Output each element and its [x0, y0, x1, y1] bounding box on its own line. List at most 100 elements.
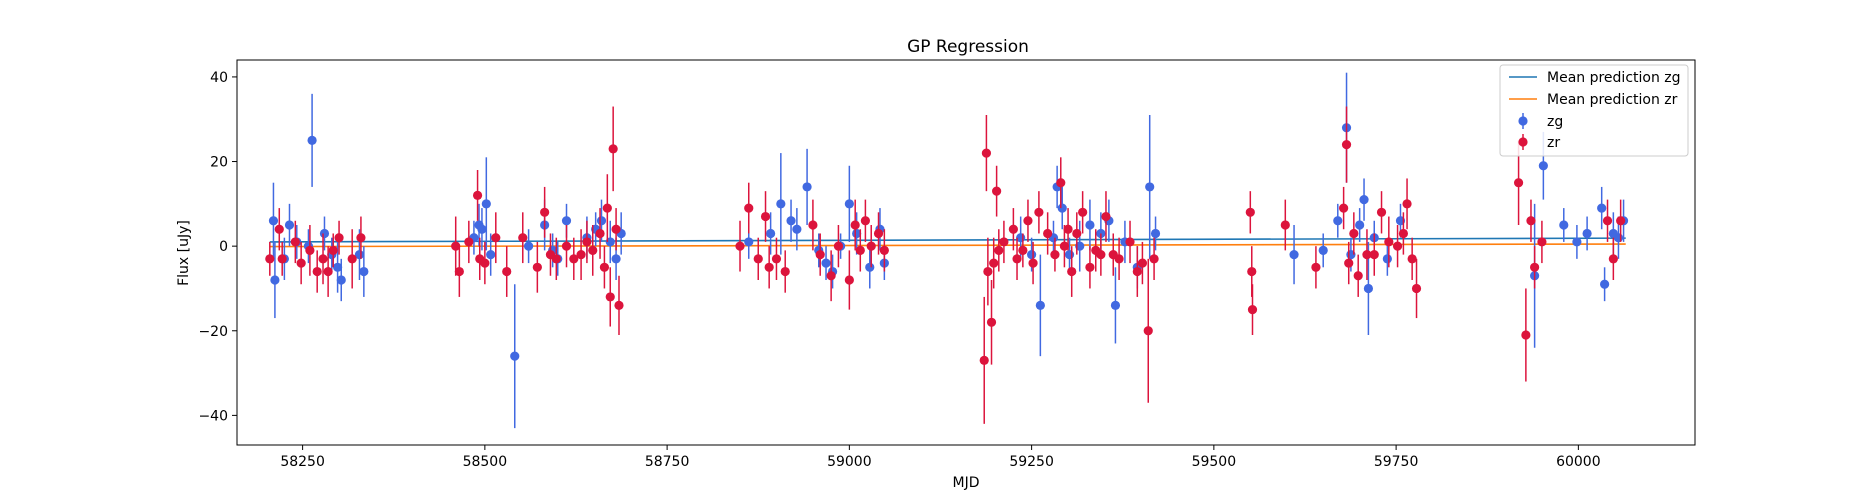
zr-point [981, 148, 992, 158]
zr-point [1008, 224, 1018, 234]
zg-point [1150, 228, 1161, 239]
zr-point [551, 254, 561, 264]
zr-point [808, 220, 818, 230]
zr-point [1072, 228, 1082, 239]
zg-point [1333, 216, 1343, 226]
zg-point [776, 199, 786, 209]
zg-point [1582, 228, 1592, 239]
zr-point [356, 233, 366, 243]
zr-point [614, 300, 624, 310]
zg-point [307, 135, 317, 145]
legend-box [1499, 64, 1689, 157]
zg-point [1382, 254, 1392, 264]
legend-label-line-zr: Mean prediction zr [1547, 92, 1678, 108]
zr-point [464, 237, 474, 247]
chart-title: GP Regression [907, 37, 1029, 57]
zg-point [1359, 195, 1369, 205]
zr-point [1349, 228, 1359, 239]
zg-point [359, 266, 369, 277]
zr-point [1247, 266, 1257, 277]
zr-point [305, 245, 315, 255]
legend-marker-zr [1518, 137, 1528, 147]
zr-point [1028, 258, 1038, 268]
legend-marker-zg [1518, 116, 1528, 126]
zr-point [454, 266, 464, 277]
zg-point [319, 228, 330, 239]
legend-label-zg: zg [1547, 114, 1563, 130]
zg-point [268, 216, 279, 226]
zr-point [1369, 250, 1379, 260]
zg-point [481, 199, 491, 209]
zg-point [852, 228, 862, 239]
zr-point [265, 254, 275, 264]
zr-point [994, 245, 1004, 255]
zr-point [1537, 237, 1547, 247]
zr-point [986, 317, 997, 327]
zr-point [1059, 241, 1070, 251]
zr-point [1056, 178, 1066, 188]
zr-point [334, 233, 344, 243]
zr-point [532, 262, 542, 272]
zr-point [780, 266, 790, 277]
legend-label-line-zg: Mean prediction zg [1547, 70, 1681, 86]
zg-point [1085, 220, 1095, 230]
zr-point [1101, 211, 1111, 222]
zr-point [844, 275, 854, 285]
zr-point [1384, 237, 1394, 247]
zr-point [760, 211, 771, 222]
zg-point [561, 216, 572, 226]
zr-point [873, 228, 884, 239]
x-tick-label: 58500 [463, 454, 508, 470]
zg-point [865, 262, 875, 272]
zr-point [992, 186, 1002, 196]
zr-point [602, 203, 612, 213]
zr-point [1353, 271, 1363, 281]
zr-point [1602, 216, 1613, 226]
zr-point [1012, 254, 1022, 264]
zg-point [596, 216, 607, 226]
zr-point [753, 254, 763, 264]
legend: Mean prediction zg Mean prediction zr zg… [1499, 64, 1689, 157]
zr-point [1247, 305, 1258, 315]
zr-point [764, 262, 774, 272]
zr-point [999, 237, 1009, 247]
legend-label-zr: zr [1547, 135, 1560, 151]
zr-point [1078, 207, 1088, 217]
zr-point [1280, 220, 1290, 230]
zr-point [274, 224, 284, 234]
zr-point [1311, 262, 1321, 272]
errorbar-series [265, 72, 1629, 429]
x-axis-label: MJD [953, 475, 980, 491]
zg-point [1613, 233, 1624, 243]
zg-point [354, 250, 365, 260]
zr-point [1149, 254, 1159, 264]
zr-point [599, 262, 610, 272]
zg-point [1035, 300, 1045, 310]
x-tick-label: 59250 [1009, 454, 1054, 470]
zg-point [270, 275, 280, 285]
zg-point [1318, 245, 1328, 255]
zr-point [979, 355, 989, 365]
zg-point [611, 254, 621, 264]
zr-point [1137, 258, 1148, 268]
zr-point [1376, 207, 1387, 217]
zr-point [744, 203, 754, 213]
zg-point [802, 182, 812, 192]
zr-point [1362, 250, 1372, 260]
zr-point [1085, 262, 1095, 272]
zg-point [1355, 220, 1365, 230]
zr-point [1402, 199, 1412, 209]
zg-point [1597, 203, 1607, 213]
zr-point [595, 228, 605, 239]
plot-area [236, 59, 1696, 446]
zr-point [826, 271, 836, 281]
y-axis-label: Flux [uJy] [176, 220, 192, 286]
y-axis-ticks: −40 −20 0 20 40 [198, 70, 237, 424]
zr-point [1339, 203, 1349, 213]
zr-point [1616, 216, 1626, 226]
zr-point [1407, 254, 1417, 264]
y-tick-label: 40 [210, 70, 228, 86]
zr-point [472, 190, 483, 200]
zg-point [1572, 237, 1582, 247]
zr-point [1341, 140, 1352, 150]
